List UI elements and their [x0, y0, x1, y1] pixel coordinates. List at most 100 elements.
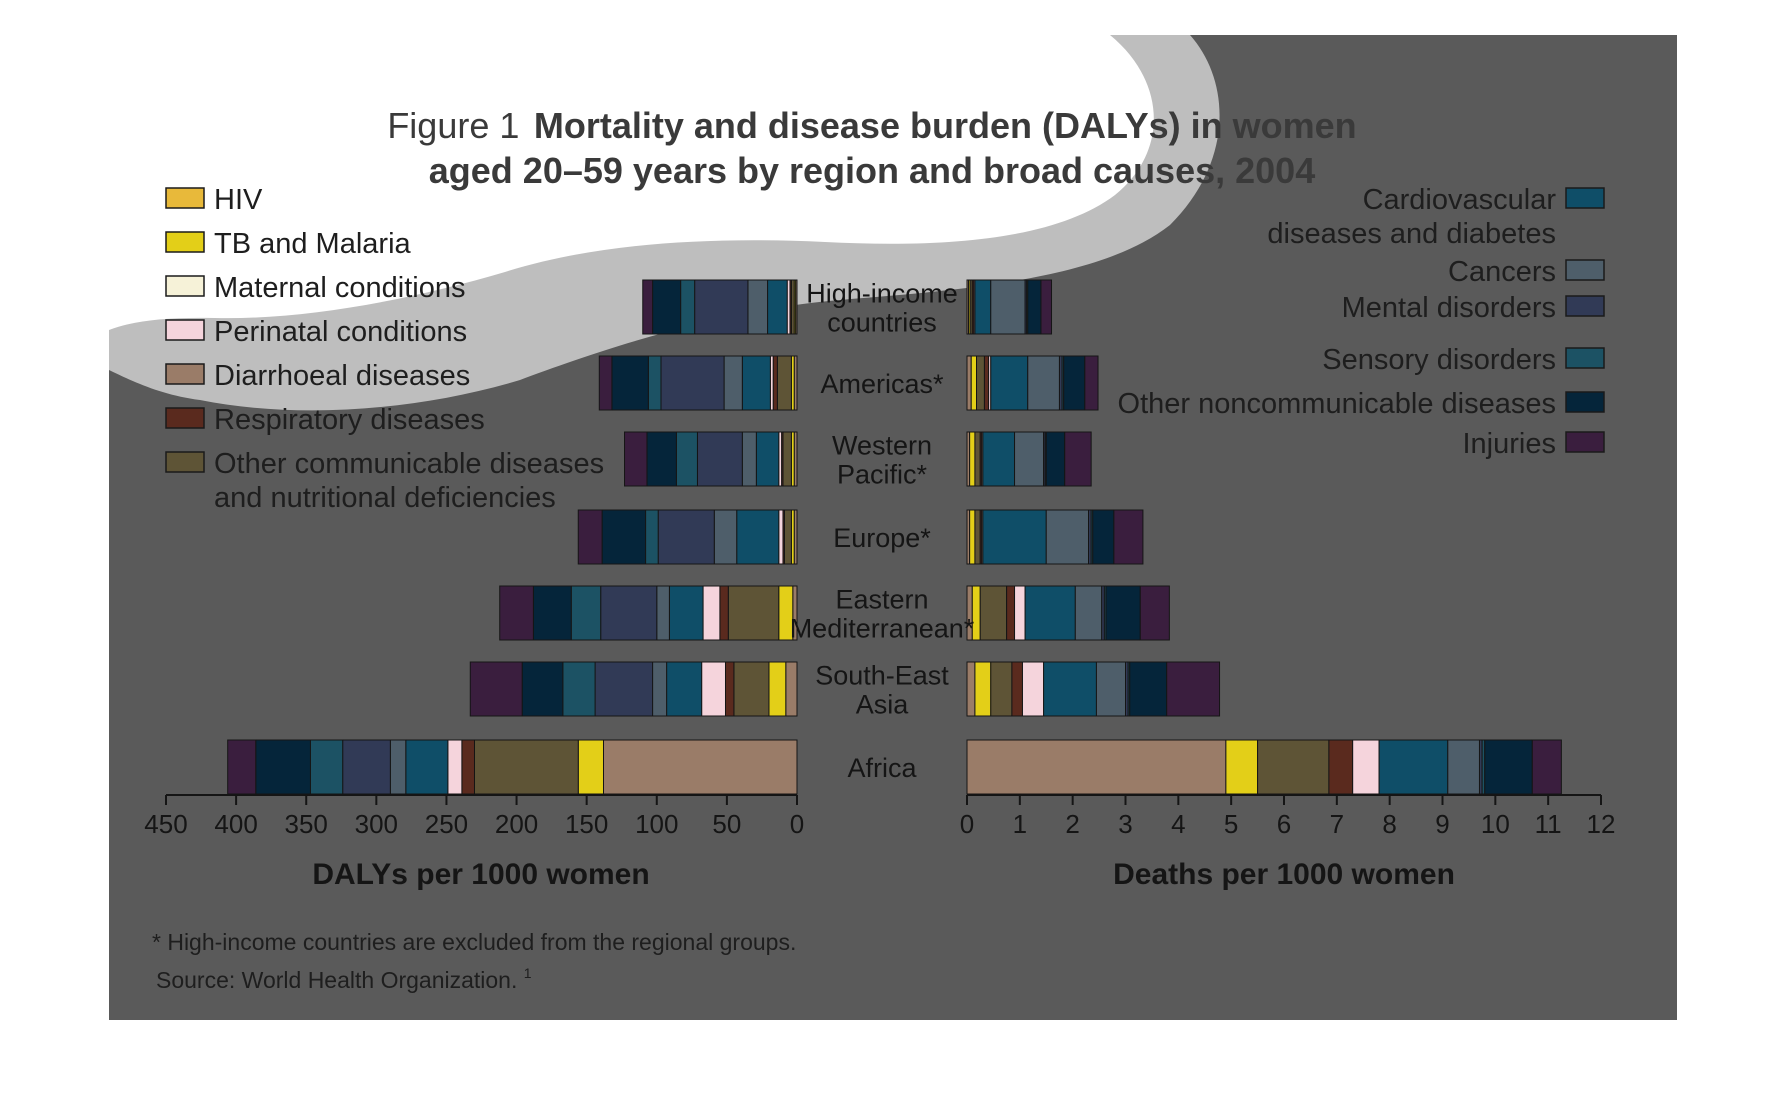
dalys-tick-label-150: 150	[565, 809, 608, 839]
dalys-bar-africa-perinatal-conditions	[447, 739, 463, 795]
deaths-bar-europe-other-noncommunicable-diseases	[1092, 509, 1115, 565]
deaths-tick-label-4: 4	[1171, 809, 1185, 839]
svg-text:Figure 1 Mortality and d: Figure 1 Mortality and disease burden (D…	[387, 105, 1356, 146]
legend-swatch-hiv	[165, 187, 205, 209]
dalys-bar-western-pacific-other-communicable-diseases-and-nutritional-deficiencies	[782, 431, 792, 487]
deaths-bar-eastern-mediterranean-injuries	[1139, 585, 1170, 641]
dalys-bar-high-income-countries-other-noncommunicable-diseases	[652, 279, 682, 335]
dalys-bar-africa-respiratory-diseases	[461, 739, 475, 795]
legend-swatch-diarrhoeal-diseases	[165, 363, 205, 385]
legend-swatch-respiratory-diseases	[165, 407, 205, 429]
legend-label-perinatal-conditions: Perinatal conditions	[214, 316, 467, 348]
dalys-bar-eastern-mediterranean-other-noncommunicable-diseases	[532, 585, 572, 641]
deaths-tick-label-8: 8	[1382, 809, 1396, 839]
deaths-tick-label-2: 2	[1065, 809, 1079, 839]
legend-swatch-cancers	[1565, 259, 1605, 281]
deaths-bar-south-east-asia-perinatal-conditions	[1021, 661, 1045, 717]
deaths-bar-south-east-asia-other-noncommunicable-diseases	[1129, 661, 1168, 717]
dalys-bar-eastern-mediterranean-other-communicable-diseases-and-nutritional-deficiencies	[727, 585, 780, 641]
dalys-bar-south-east-asia-mental-disorders	[594, 661, 654, 717]
legend-label-tb-and-malaria: TB and Malaria	[214, 228, 412, 260]
deaths-bar-americas-injuries	[1084, 355, 1099, 411]
region-label-high-income-countries: countries	[827, 308, 937, 338]
deaths-bar-americas-diarrhoeal-diseases	[966, 355, 972, 411]
dalys-bar-africa-other-noncommunicable-diseases	[255, 739, 311, 795]
dalys-bar-south-east-asia-other-noncommunicable-diseases	[521, 661, 564, 717]
legend-swatch-sensory-disorders	[1565, 347, 1605, 369]
legend-swatch-other-noncommunicable-diseases	[1565, 391, 1605, 413]
dalys-bar-eastern-mediterranean-mental-disorders	[600, 585, 658, 641]
dalys-bar-western-pacific-other-noncommunicable-diseases	[646, 431, 677, 487]
deaths-bar-high-income-countries-cancers	[990, 279, 1026, 335]
region-label-western-pacific: Pacific*	[837, 460, 928, 490]
dalys-bar-africa-cancers	[389, 739, 407, 795]
dalys-bar-south-east-asia-perinatal-conditions	[701, 661, 726, 717]
dalys-bars	[227, 279, 798, 795]
region-label-south-east-asia: Asia	[856, 690, 910, 720]
deaths-bar-europe-injuries	[1113, 509, 1144, 565]
deaths-bar-americas-cardiovascular-diseases-and-diabetes	[990, 355, 1029, 411]
legend-label-maternal-conditions: Maternal conditions	[214, 272, 465, 304]
region-label-high-income-countries: High-income	[806, 279, 958, 309]
deaths-tick-label-11: 11	[1535, 809, 1562, 839]
legend-label-other-communicable-diseases-and-nutritional-deficiencies: and nutritional deficiencies	[214, 482, 556, 514]
region-label-americas: Americas*	[820, 369, 944, 399]
dalys-bar-south-east-asia-injuries	[469, 661, 523, 717]
deaths-bar-south-east-asia-other-communicable-diseases-and-nutritional-deficiencies	[990, 661, 1013, 717]
deaths-tick-label-10: 10	[1481, 809, 1510, 839]
deaths-bar-south-east-asia-cancers	[1095, 661, 1126, 717]
dalys-bar-europe-sensory-disorders	[645, 509, 659, 565]
title-line2: aged 20–59 years by region and broad cau…	[429, 150, 1315, 191]
dalys-bar-africa-diarrhoeal-diseases	[602, 739, 798, 795]
dalys-bar-europe-other-communicable-diseases-and-nutritional-deficiencies	[783, 509, 792, 565]
dalys-bar-western-pacific-injuries	[624, 431, 648, 487]
region-label-western-pacific: Western	[832, 431, 932, 461]
dalys-bar-eastern-mediterranean-respiratory-diseases	[719, 585, 729, 641]
dalys-tick-label-50: 50	[712, 809, 741, 839]
dalys-bar-africa-cardiovascular-diseases-and-diabetes	[405, 739, 449, 795]
dalys-bar-western-pacific-mental-disorders	[696, 431, 743, 487]
legend-swatch-cardiovascular-diseases-and-diabetes	[1565, 187, 1605, 209]
dalys-bar-africa-tb-and-malaria	[577, 739, 604, 795]
dalys-bar-western-pacific-sensory-disorders	[675, 431, 698, 487]
deaths-bar-europe-cancers	[1045, 509, 1090, 565]
deaths-tick-label-12: 12	[1587, 809, 1616, 839]
deaths-bar-western-pacific-cardiovascular-diseases-and-diabetes	[982, 431, 1016, 487]
dalys-bar-europe-other-noncommunicable-diseases	[601, 509, 647, 565]
dalys-bar-americas-other-noncommunicable-diseases	[611, 355, 649, 411]
dalys-bar-eastern-mediterranean-injuries	[499, 585, 534, 641]
dalys-bar-europe-cancers	[713, 509, 738, 565]
deaths-bar-americas-respiratory-diseases	[983, 355, 990, 411]
legend-label-cancers: Cancers	[1448, 256, 1556, 288]
dalys-bar-eastern-mediterranean-perinatal-conditions	[702, 585, 721, 641]
deaths-bar-eastern-mediterranean-cancers	[1074, 585, 1103, 641]
legend-left: HIV TB and Malaria Maternal conditions Peri…	[165, 184, 604, 514]
legend-swatch-injuries	[1565, 431, 1605, 453]
dalys-bar-europe-injuries	[577, 509, 603, 565]
chart-title: Figure 1 Mortality and disease burden (D…	[387, 105, 1356, 191]
dalys-bar-europe-mental-disorders	[657, 509, 715, 565]
legend-label-diarrhoeal-diseases: Diarrhoeal diseases	[214, 360, 470, 392]
legend-swatch-perinatal-conditions	[165, 319, 205, 341]
dalys-tick-label-250: 250	[425, 809, 468, 839]
legend-swatch-maternal-conditions	[165, 275, 205, 297]
deaths-bar-western-pacific-injuries	[1064, 431, 1092, 487]
region-label-europe: Europe*	[833, 523, 931, 553]
dalys-bar-americas-injuries	[598, 355, 613, 411]
dalys-bar-africa-injuries	[227, 739, 257, 795]
deaths-bar-eastern-mediterranean-other-noncommunicable-diseases	[1105, 585, 1141, 641]
deaths-bar-south-east-asia-tb-and-malaria	[974, 661, 992, 717]
dalys-bar-south-east-asia-tb-and-malaria	[768, 661, 787, 717]
region-label-south-east-asia: South-East	[815, 661, 949, 691]
dalys-bar-africa-mental-disorders	[342, 739, 391, 795]
title-prefix: Figure 1	[387, 105, 519, 146]
legend-swatch-tb-and-malaria	[165, 231, 205, 253]
dalys-axis: 450 400 350 300 250 200 150 100 50 0	[144, 794, 804, 839]
deaths-bar-eastern-mediterranean-other-communicable-diseases-and-nutritional-deficiencies	[979, 585, 1008, 641]
deaths-tick-label-1: 1	[1013, 809, 1027, 839]
deaths-bar-western-pacific-tb-and-malaria	[969, 431, 976, 487]
deaths-bar-high-income-countries-other-noncommunicable-diseases	[1027, 279, 1042, 335]
legend-label-sensory-disorders: Sensory disorders	[1322, 344, 1556, 376]
dalys-bar-eastern-mediterranean-sensory-disorders	[570, 585, 602, 641]
deaths-axis: 0 1 2 3 4 5 6 7 8 9 10 11 12	[960, 794, 1616, 839]
